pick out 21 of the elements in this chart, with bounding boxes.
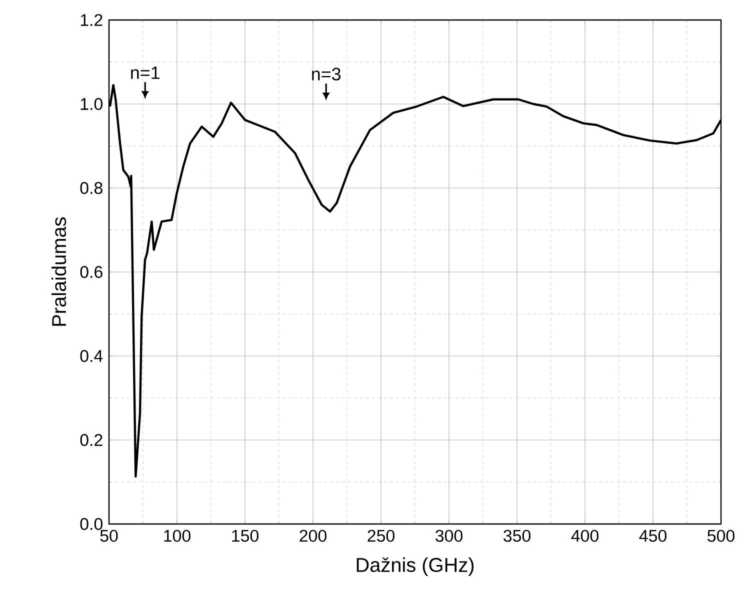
annotation: n=3: [312, 68, 341, 80]
x-tick-label: 250: [368, 530, 394, 542]
y-axis-title: Pralaidumas: [51, 217, 66, 326]
y-tick-label: 0.0: [80, 518, 103, 530]
x-tick-label: 50: [100, 530, 118, 542]
x-tick-label: 200: [300, 530, 326, 542]
x-tick-label: 300: [436, 530, 462, 542]
x-axis-title: Dažnis (GHz): [356, 557, 474, 576]
y-tick-label: 1.0: [80, 98, 103, 110]
annotation: n=1: [131, 66, 160, 79]
y-tick-label: 0.2: [80, 434, 102, 446]
x-tick-label: 350: [504, 530, 530, 542]
y-tick-label: 0.4: [80, 350, 103, 362]
x-tick-label: 500: [708, 530, 734, 542]
x-tick-label: 150: [232, 530, 258, 542]
x-tick-label: 400: [571, 530, 598, 542]
x-tick-label: 100: [164, 530, 190, 542]
y-tick-label: 0.6: [80, 266, 102, 278]
y-tick-label: 1.2: [80, 14, 102, 26]
x-tick-label: 450: [639, 530, 666, 542]
y-tick-label: 0.8: [80, 182, 102, 194]
